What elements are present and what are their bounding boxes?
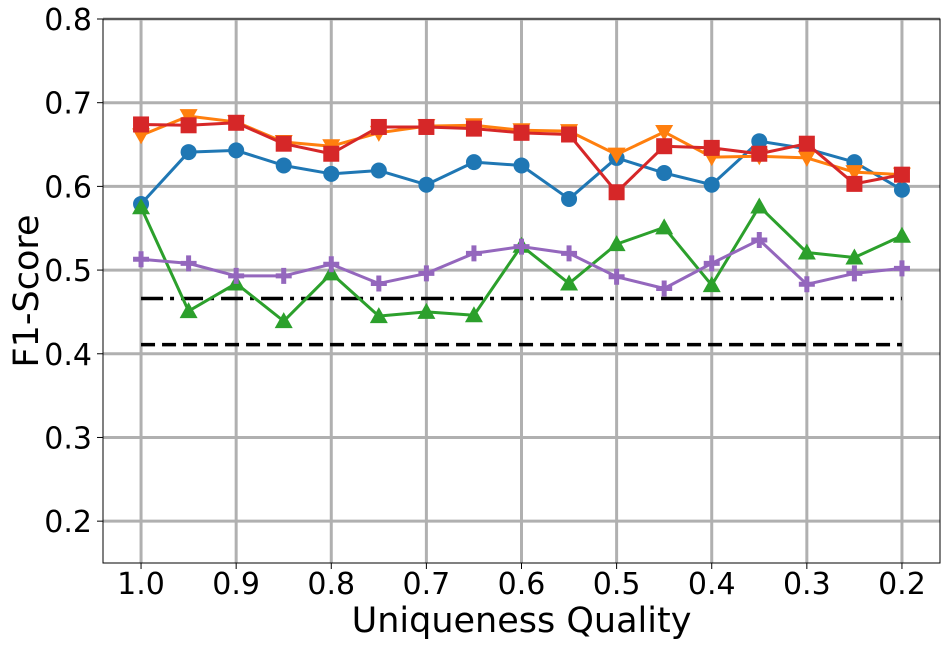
data-point [703,176,720,193]
series-5 [133,231,910,297]
data-point [133,116,150,133]
x-tick-label: 0.7 [403,567,451,602]
data-point [703,255,720,272]
data-point [323,145,340,162]
data-point [228,114,245,131]
data-point [608,184,625,201]
data-point [846,175,863,192]
data-point [751,133,768,150]
data-point [797,243,816,260]
x-tick-label: 0.2 [878,567,926,602]
y-axis-title: F1-Score [7,214,47,367]
data-point [750,197,769,214]
data-point [370,118,387,135]
data-point [893,166,910,183]
data-point [418,176,435,193]
series-4 [133,114,910,201]
data-point [370,275,387,292]
data-point [751,145,768,162]
data-point [656,280,673,297]
x-axis-title: Uniqueness Quality [352,601,692,641]
data-point [323,165,340,182]
reference-lines [141,296,902,347]
data-point [608,268,625,285]
y-axis-ticks: 0.2 0.3 0.4 0.5 0.6 0.7 0.8 [44,3,103,540]
data-point [845,165,864,182]
data-point [892,226,911,243]
x-axis-ticks: 1.0 0.9 0.8 0.7 0.6 0.5 0.4 0.3 0.2 [117,563,926,602]
data-point [323,256,340,273]
data-point [607,147,626,164]
grid [103,17,940,563]
data-point [465,154,482,171]
x-tick-label: 0.8 [307,567,355,602]
data-point [513,238,530,255]
data-point [607,235,626,252]
y-tick-label: 0.7 [44,87,92,122]
x-tick-label: 0.4 [688,567,736,602]
data-point [893,260,910,277]
data-point [274,312,293,329]
x-tick-label: 1.0 [117,567,165,602]
data-point [418,265,435,282]
data-point [845,248,864,265]
data-point [655,218,674,235]
data-point [656,164,673,181]
data-point [464,306,483,323]
data-point [179,109,198,126]
data-point [561,190,578,207]
data-point [751,231,768,248]
data-point [561,126,578,143]
data-point [465,245,482,262]
data-point [322,264,341,281]
data-point [798,276,815,293]
data-point [798,135,815,152]
data-point [846,265,863,282]
data-point [179,302,198,319]
data-point [275,267,292,284]
data-point [370,162,387,179]
y-tick-label: 0.4 [44,338,92,373]
y-tick-label: 0.6 [44,170,92,205]
x-tick-label: 0.9 [212,567,260,602]
data-point [655,124,674,141]
data-point [513,157,530,174]
series-group [132,109,911,329]
data-point [369,307,388,324]
data-point [228,142,245,159]
y-tick-label: 0.8 [44,3,92,38]
data-point [703,139,720,156]
data-point [417,302,436,319]
data-point [275,135,292,152]
data-point [465,120,482,137]
data-point [561,245,578,262]
x-tick-label: 0.6 [498,567,546,602]
data-point [275,157,292,174]
data-point [228,267,245,284]
data-point [180,144,197,161]
x-tick-label: 0.5 [593,567,641,602]
data-point [656,138,673,155]
y-tick-label: 0.5 [44,254,92,289]
data-point [133,251,150,268]
y-tick-label: 0.2 [44,505,92,540]
y-tick-label: 0.3 [44,421,92,456]
data-point [797,150,816,167]
data-point [180,255,197,272]
data-point [513,124,530,141]
data-point [560,274,579,291]
data-point [132,198,151,215]
data-point [702,276,721,293]
data-point [418,118,435,135]
x-tick-label: 0.3 [783,567,831,602]
data-point [893,181,910,198]
data-point [180,117,197,134]
